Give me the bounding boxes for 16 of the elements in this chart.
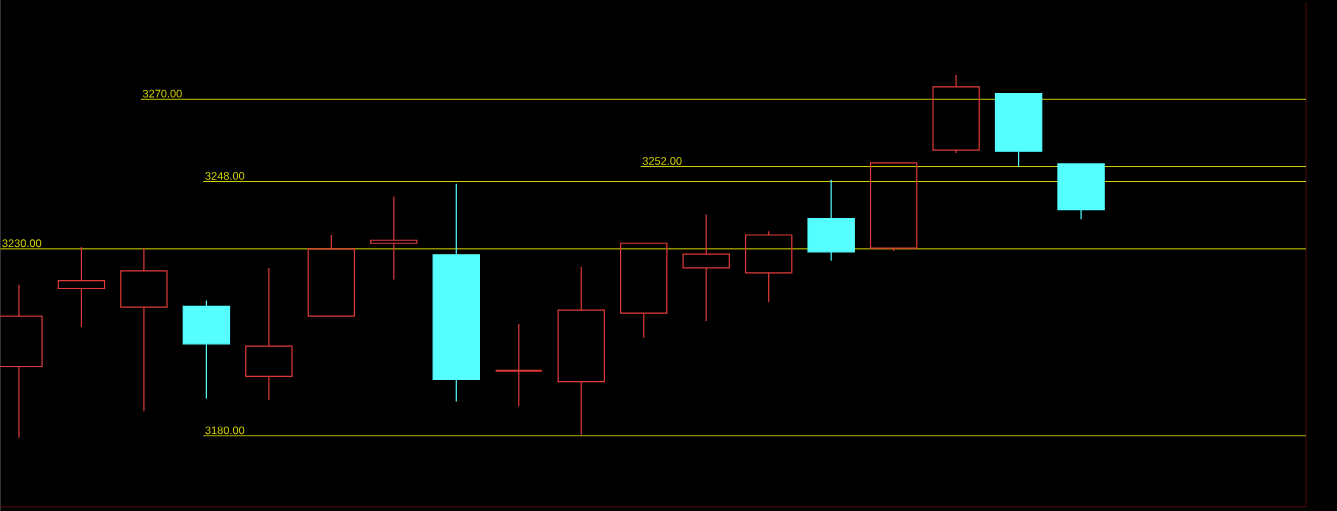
candlestick — [57, 246, 106, 328]
candlestick — [1057, 163, 1105, 220]
ref-line-label: 3252.00 — [642, 157, 682, 165]
candlestick — [370, 195, 418, 281]
candlestick — [494, 323, 543, 407]
candlestick — [432, 183, 481, 403]
candlestick — [620, 242, 668, 339]
ref-line-label: 3180.00 — [205, 426, 245, 435]
candlestick — [932, 74, 980, 154]
candlestick — [245, 267, 293, 401]
ref-line-label: 3230.00 — [2, 239, 42, 248]
candlestick — [557, 266, 605, 436]
ref-line-label: 3270.00 — [142, 89, 182, 98]
candlestick — [682, 213, 730, 322]
ref-line-label: 3248.00 — [205, 172, 245, 180]
candlestick — [120, 247, 168, 412]
